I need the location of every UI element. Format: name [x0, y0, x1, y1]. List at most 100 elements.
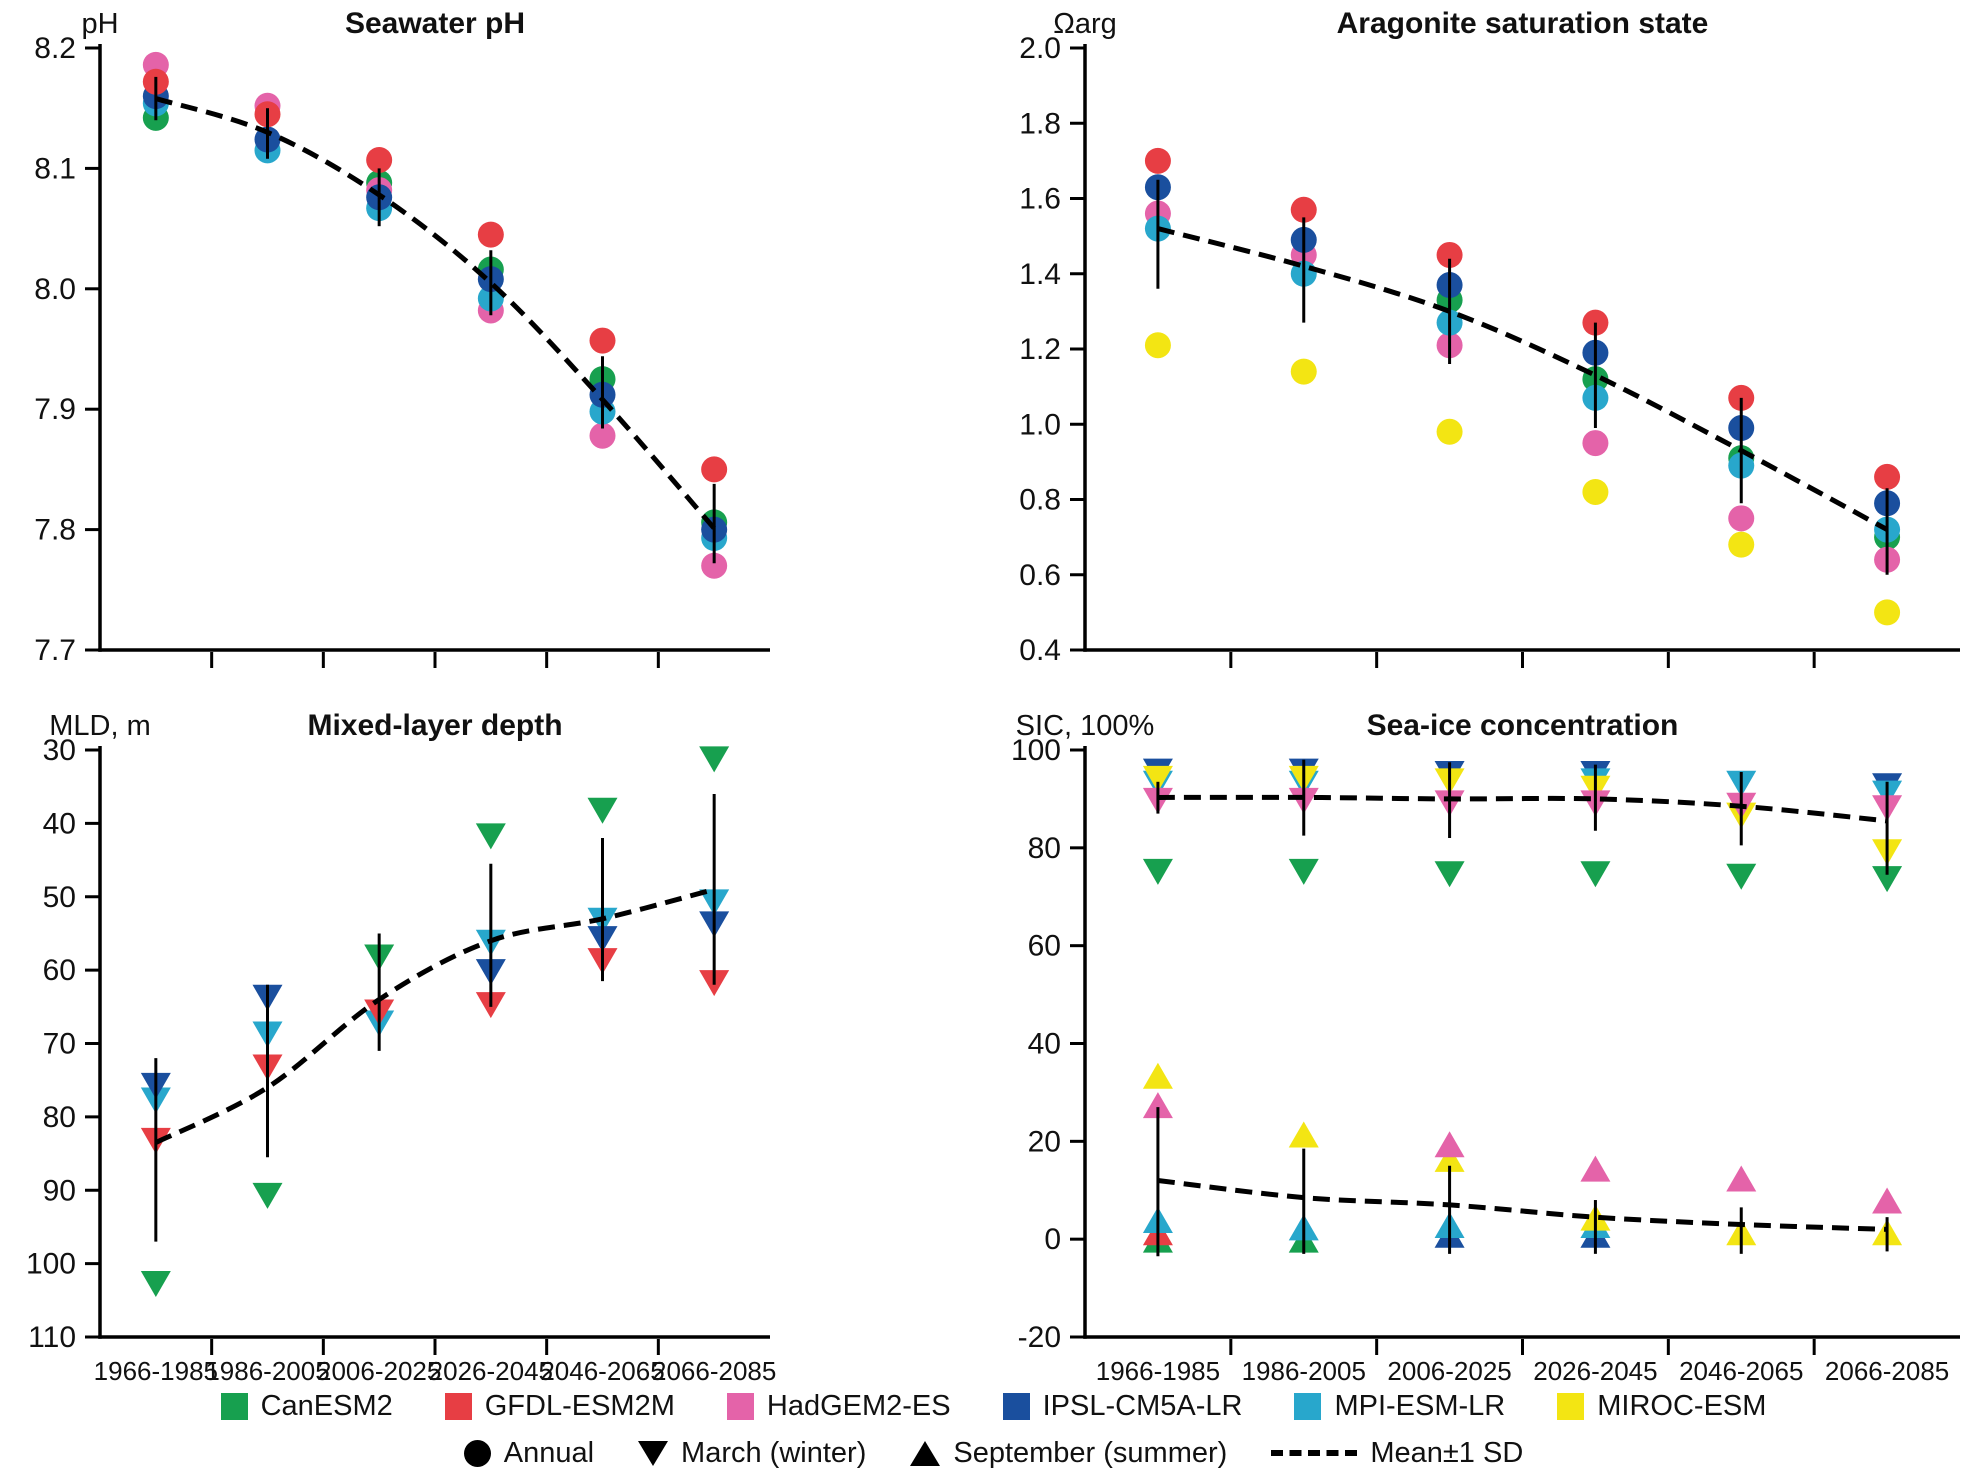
model-color-swatch	[1557, 1392, 1585, 1420]
x-tick-label: 2006-2025	[317, 1356, 441, 1386]
data-point-marker	[1726, 1165, 1757, 1192]
y-tick-label: 8.0	[34, 273, 76, 306]
data-point-marker	[587, 797, 618, 824]
data-point-marker	[1288, 858, 1319, 885]
y-tick-label: 7.9	[34, 393, 76, 426]
y-tick-label: 110	[28, 1321, 76, 1354]
axis-unit-label: MLD, m	[49, 710, 151, 742]
data-point-marker	[1290, 358, 1317, 385]
panel-sic: 100 80 60 40 20 0 -20 1966-1985 1986-2005 2006-20…	[1011, 709, 1960, 1386]
data-point-marker	[1436, 241, 1463, 268]
data-point-marker	[1288, 1121, 1319, 1148]
data-point-marker	[140, 1270, 171, 1297]
y-tick-label: 60	[1028, 930, 1061, 963]
legend-item-hadgem2-es: HadGEM2-ES	[726, 1389, 951, 1423]
y-tick-label: 100	[26, 1248, 76, 1281]
y-tick-label: 40	[1028, 1028, 1061, 1061]
panel-title: Mixed-layer depth	[307, 709, 562, 742]
legend-marker-label: March (winter)	[681, 1436, 867, 1469]
y-tick-label: 20	[1028, 1125, 1061, 1158]
data-point-marker	[701, 552, 728, 579]
y-tick-label: 40	[43, 807, 76, 840]
data-point-marker	[1144, 147, 1171, 174]
cluster-circle	[142, 51, 728, 579]
data-point-marker	[366, 146, 393, 173]
legend-item-canesm2: CanESM2	[220, 1390, 393, 1423]
data-point-marker	[701, 456, 728, 483]
data-point-marker	[1142, 858, 1173, 885]
x-tick-label: 1966-1985	[1096, 1356, 1220, 1386]
panel-omega: 2.0 1.8 1.6 1.4 1.2 1.0 0.8 0.6 0.4 Ωarg Aragonite…	[1019, 7, 1960, 668]
x-tick-label: 2046-2065	[1679, 1356, 1803, 1386]
model-color-swatch	[1294, 1392, 1322, 1420]
legend-marker-label: Annual	[503, 1436, 595, 1469]
data-point-marker	[477, 221, 504, 248]
legend-item-gfdl-esm2m: GFDL-ESM2M	[444, 1389, 675, 1423]
legend-item-ipsl-cm5a-lr: IPSL-CM5A-LR	[1002, 1389, 1243, 1423]
x-tick-label: 2046-2065	[540, 1356, 664, 1386]
panel-title: Sea-ice concentration	[1367, 709, 1679, 742]
legend-marker-label: September (summer)	[953, 1436, 1228, 1469]
y-tick-label: 1.2	[1019, 333, 1061, 366]
y-tick-label: 80	[1028, 832, 1061, 865]
data-point-marker	[1436, 418, 1463, 445]
data-point-marker	[475, 823, 506, 850]
x-tick-label: 1986-2005	[205, 1356, 329, 1386]
data-point-marker	[1728, 531, 1755, 558]
axis-unit-label: pH	[81, 8, 118, 40]
data-point-marker	[1874, 599, 1901, 626]
triangle-up-icon	[910, 1440, 941, 1466]
mean-sd-line	[1157, 226, 1889, 532]
data-point-marker	[589, 422, 616, 449]
legend-item-triangle-up: September (summer)	[910, 1437, 1227, 1470]
y-tick-label: 90	[43, 1174, 76, 1207]
y-tick-label: 1.0	[1019, 408, 1061, 441]
legend-model-label: GFDL-ESM2M	[484, 1389, 675, 1422]
data-point-marker	[1142, 765, 1173, 792]
x-tick-label: 1966-1985	[94, 1356, 218, 1386]
data-point-marker	[1580, 1155, 1611, 1182]
triangle-down-icon	[638, 1440, 669, 1466]
y-tick-label: 1.8	[1019, 107, 1061, 140]
panel-ph: 8.2 8.1 8.0 7.9 7.8 7.7 pH Seawater pH	[34, 7, 770, 668]
y-tick-label: 8.2	[34, 32, 76, 65]
data-point-marker	[1434, 861, 1465, 888]
y-tick-label: 0	[1044, 1223, 1061, 1256]
x-tick-label: 2026-2045	[429, 1356, 553, 1386]
x-tick-label: 2066-2085	[1825, 1356, 1949, 1386]
legend-item-dashed-line: Mean±1 SD	[1271, 1437, 1523, 1470]
data-point-marker	[1580, 861, 1611, 888]
data-point-marker	[252, 1182, 283, 1209]
y-tick-label: -20	[1018, 1321, 1061, 1354]
cluster-triangle-down	[1142, 758, 1903, 893]
y-tick-label: 50	[43, 881, 76, 914]
y-tick-label: 70	[43, 1028, 76, 1061]
x-tick-label: 2006-2025	[1387, 1356, 1511, 1386]
mean-sd-line	[155, 96, 717, 531]
data-point-marker	[1872, 866, 1903, 893]
model-color-swatch	[220, 1392, 248, 1420]
cluster-circle	[1144, 147, 1901, 626]
y-tick-label: 1.4	[1019, 258, 1061, 291]
y-tick-label: 7.7	[34, 634, 76, 667]
legend-model-label: IPSL-CM5A-LR	[1042, 1389, 1243, 1422]
legend-model-label: MIROC-ESM	[1597, 1389, 1767, 1422]
data-point-marker	[589, 327, 616, 354]
model-color-swatch	[444, 1392, 472, 1420]
data-point-marker	[1874, 463, 1901, 490]
y-tick-label: 7.8	[34, 514, 76, 547]
panel-title: Aragonite saturation state	[1337, 7, 1709, 40]
data-point-marker	[1142, 1092, 1173, 1119]
cluster-triangle-down	[140, 746, 730, 1297]
y-tick-label: 0.6	[1019, 559, 1061, 592]
y-tick-label: 100	[1011, 734, 1061, 767]
data-point-marker	[1872, 1187, 1903, 1214]
legend-item-miroc-esm: MIROC-ESM	[1557, 1390, 1766, 1423]
legend-model-label: HadGEM2-ES	[766, 1389, 951, 1422]
data-point-marker	[1434, 1131, 1465, 1158]
y-tick-label: 2.0	[1019, 32, 1061, 65]
legend-item-mpi-esm-lr: MPI-ESM-LR	[1294, 1390, 1505, 1423]
mean-sd-line	[154, 886, 715, 1145]
